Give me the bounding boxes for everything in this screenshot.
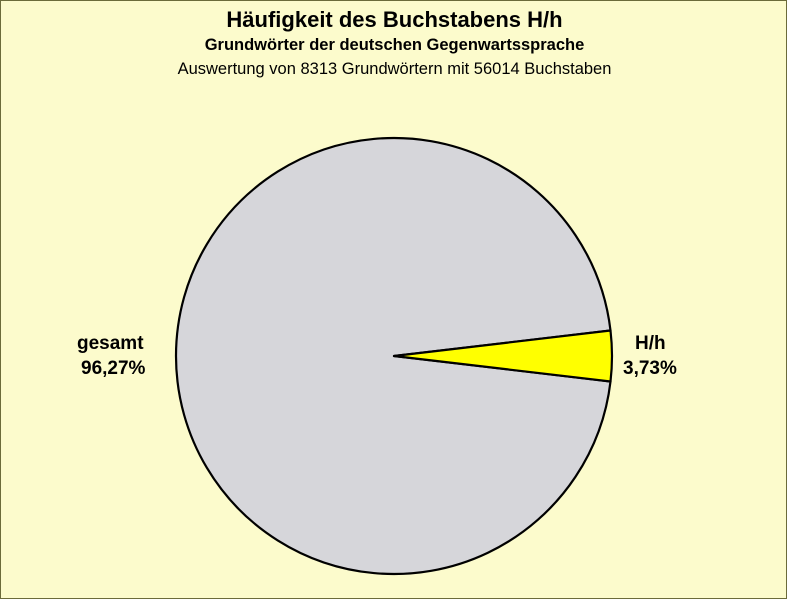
pie-label-hh: H/h 3,73% (623, 331, 677, 381)
pie-label-hh-name: H/h (635, 333, 666, 354)
chart-subtitle: Grundwörter der deutschen Gegenwartsspra… (204, 36, 585, 54)
pie-label-gesamt-name: gesamt (77, 333, 144, 354)
pie-label-gesamt-percent: 96,27% (81, 358, 146, 379)
chart-note: Auswertung von 8313 Grundwörtern mit 560… (177, 60, 612, 78)
title-block: Häufigkeit des Buchstabens H/h Grundwört… (1, 1, 787, 80)
chart-title: Häufigkeit des Buchstabens H/h (226, 7, 563, 32)
pie-label-hh-percent: 3,73% (623, 358, 677, 379)
pie-slice-hh (392, 329, 614, 383)
pie-label-gesamt: gesamt 96,27% (77, 331, 145, 381)
